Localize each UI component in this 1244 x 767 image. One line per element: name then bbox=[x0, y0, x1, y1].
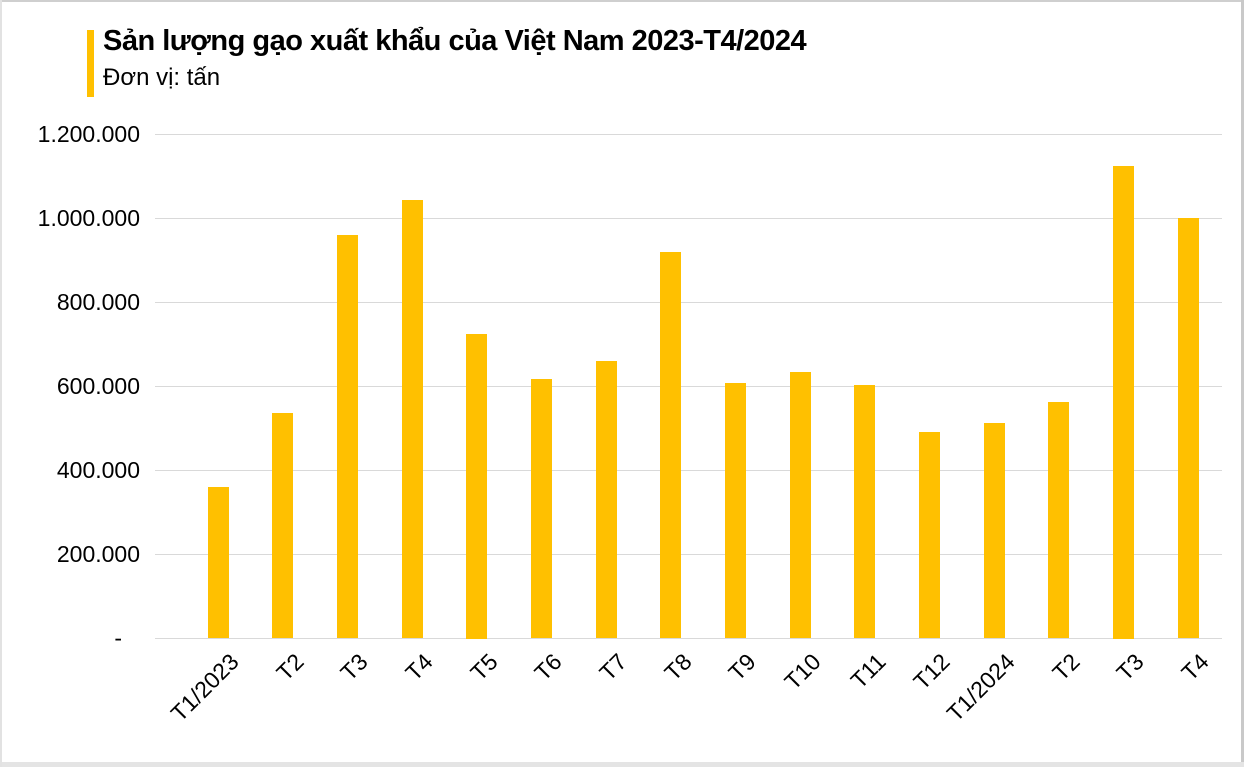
bar-T1-2023[interactable] bbox=[208, 487, 229, 638]
gridline bbox=[155, 638, 1222, 639]
bar-T6[interactable] bbox=[531, 379, 552, 638]
bar-T3[interactable] bbox=[1113, 166, 1134, 639]
window-border-bottom bbox=[0, 762, 1244, 767]
bar-T12[interactable] bbox=[919, 432, 940, 638]
chart-title: Sản lượng gạo xuất khẩu của Việt Nam 202… bbox=[103, 25, 807, 57]
bar-T5[interactable] bbox=[466, 334, 487, 639]
window-border-right bbox=[1241, 0, 1244, 767]
y-axis-tick-label: 600.000 bbox=[56, 373, 140, 399]
y-axis-tick-label: 1.000.000 bbox=[37, 205, 140, 231]
bar-T10[interactable] bbox=[790, 372, 811, 638]
window-border-left bbox=[0, 0, 2, 767]
bar-T2[interactable] bbox=[1048, 402, 1069, 638]
y-axis-tick-label: - bbox=[114, 625, 122, 651]
bar-T4[interactable] bbox=[1178, 218, 1199, 638]
bar-T3[interactable] bbox=[337, 235, 358, 638]
gridline bbox=[155, 470, 1222, 471]
chart-unit-label: Đơn vị: tấn bbox=[103, 64, 221, 91]
gridline bbox=[155, 134, 1222, 135]
bar-T11[interactable] bbox=[854, 385, 875, 638]
bar-T7[interactable] bbox=[596, 361, 617, 638]
gridline bbox=[155, 218, 1222, 219]
y-axis-tick-label: 400.000 bbox=[56, 457, 140, 483]
gridline bbox=[155, 554, 1222, 555]
y-axis-tick-label: 200.000 bbox=[56, 541, 140, 567]
title-accent-bar bbox=[87, 30, 94, 97]
gridline bbox=[155, 302, 1222, 303]
bar-T2[interactable] bbox=[272, 413, 293, 638]
bar-T9[interactable] bbox=[725, 383, 746, 638]
gridline bbox=[155, 386, 1222, 387]
bar-T1-2024[interactable] bbox=[984, 423, 1005, 638]
window-border-top bbox=[0, 0, 1244, 2]
bar-T4[interactable] bbox=[402, 200, 423, 638]
bar-T8[interactable] bbox=[660, 252, 681, 638]
y-axis-tick-label: 1.200.000 bbox=[37, 121, 140, 147]
y-axis-tick-label: 800.000 bbox=[56, 289, 140, 315]
